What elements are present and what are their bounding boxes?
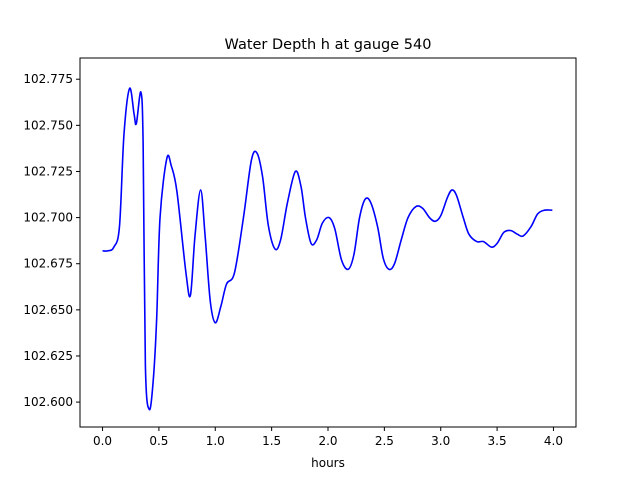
axis-ticks: 0.0 0.5 1.0 1.5 2.0 2.5 3.0 3.5 4.0 102.600 102.62… <box>23 72 563 448</box>
x-tick-label: 2.0 <box>318 434 337 448</box>
y-tick-label: 102.775 <box>23 72 73 86</box>
y-tick-label: 102.675 <box>23 257 73 271</box>
series-line <box>102 87 553 411</box>
x-tick-label: 0.0 <box>93 434 112 448</box>
x-tick-label: 3.5 <box>488 434 507 448</box>
x-axis-label: hours <box>311 456 345 470</box>
y-tick-label: 102.625 <box>23 349 73 363</box>
x-tick-label: 2.5 <box>375 434 394 448</box>
y-tick-label: 102.650 <box>23 303 73 317</box>
x-tick-label: 3.0 <box>431 434 450 448</box>
x-tick-label: 1.0 <box>206 434 225 448</box>
x-tick-label: 1.5 <box>262 434 281 448</box>
plot-area <box>102 87 553 411</box>
y-tick-label: 102.600 <box>23 395 73 409</box>
plot-frame <box>79 57 577 428</box>
x-tick-label: 4.0 <box>544 434 563 448</box>
y-tick-label: 102.725 <box>23 164 73 178</box>
chart-title: Water Depth h at gauge 540 <box>225 37 432 53</box>
y-tick-label: 102.700 <box>23 211 73 225</box>
x-tick-label: 0.5 <box>149 434 168 448</box>
y-tick-label: 102.750 <box>23 118 73 132</box>
